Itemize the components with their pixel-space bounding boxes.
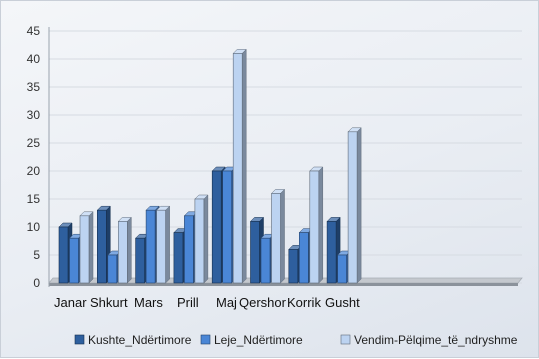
bar-front [145, 209, 156, 284]
x-tick-label: Gusht [325, 295, 360, 310]
x-tick-label: Mars [134, 295, 163, 310]
legend-label: Vendim-Pëlqime_të_ndryshme [354, 333, 518, 347]
y-tick-label: 45 [27, 24, 41, 38]
legend: Kushte_Ndërtimore Leje_Ndërtimore Vendim-P… [74, 333, 518, 347]
y-tick-label: 35 [27, 80, 41, 94]
bar-side [356, 127, 362, 284]
x-axis: Janar Shkurt Mars Prill Maj Qershor Korrik Gush… [54, 295, 360, 310]
bar-side [88, 211, 94, 284]
bar [79, 211, 94, 284]
x-tick-label: Korrik [287, 295, 321, 310]
legend-swatch [340, 334, 351, 345]
bar [155, 205, 171, 284]
bar-front [184, 215, 194, 284]
bar-front [107, 254, 118, 284]
bar-front [222, 170, 232, 284]
bar-front [298, 232, 309, 284]
bar-front [211, 170, 222, 284]
bar-front [326, 221, 337, 284]
bar-side [280, 188, 285, 284]
bar-side [318, 166, 324, 284]
bar [347, 127, 362, 284]
bar-front [271, 193, 281, 284]
bar-side [203, 194, 209, 284]
bar-front [288, 249, 299, 284]
bar-front [69, 237, 79, 284]
bar [194, 194, 209, 284]
y-tick-label: 20 [27, 164, 41, 178]
bar [270, 188, 286, 284]
legend-item: Kushte_Ndërtimore [74, 333, 192, 347]
bar-front [250, 221, 260, 284]
bar-front [194, 198, 205, 284]
bar-front [347, 131, 358, 284]
x-tick-label: Maj [216, 295, 237, 310]
bar-front [309, 170, 320, 284]
y-tick-label: 5 [33, 248, 40, 262]
legend-swatch [200, 334, 211, 345]
bar-front [232, 53, 243, 284]
y-tick-label: 40 [27, 52, 41, 66]
bar [232, 48, 247, 284]
bar [117, 216, 132, 284]
legend-swatch [74, 334, 85, 345]
legend-item: Vendim-Pëlqime_të_ndryshme [340, 333, 518, 347]
bar-front [118, 221, 128, 284]
y-tick-label: 15 [27, 192, 41, 206]
bar-front [173, 232, 184, 284]
x-tick-label: Prill [177, 295, 199, 310]
y-axis: 0 5 10 15 20 25 30 35 40 45 [27, 24, 50, 290]
x-tick-label: Janar [54, 295, 87, 310]
legend-label: Leje_Ndërtimore [214, 333, 303, 347]
bars [58, 48, 362, 284]
bar-front [58, 226, 69, 284]
bar-front [156, 209, 166, 284]
y-tick-label: 30 [27, 108, 41, 122]
legend-label: Kushte_Ndërtimore [88, 333, 192, 347]
bar [309, 166, 324, 284]
legend-item: Leje_Ndërtimore [200, 333, 303, 347]
y-tick-label: 25 [27, 136, 41, 150]
y-tick-label: 10 [27, 220, 41, 234]
bar-side [241, 48, 247, 284]
x-tick-label: Shkurt [90, 295, 128, 310]
x-tick-label: Qershor [239, 295, 287, 310]
bar-front [79, 215, 90, 284]
bar-front [260, 237, 271, 284]
chart-floor-edge [49, 283, 518, 286]
bar-front [337, 254, 347, 284]
bar-side [165, 205, 170, 284]
y-tick-label: 0 [33, 276, 40, 290]
bar-front [97, 209, 107, 284]
bar-side [127, 216, 132, 284]
bar-front [135, 237, 145, 284]
